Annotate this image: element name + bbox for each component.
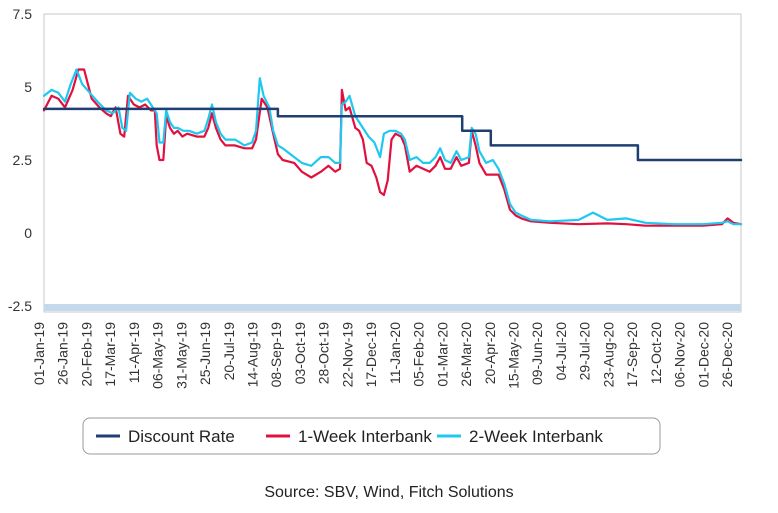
y-tick-label: 7.5 [13, 6, 33, 22]
x-tick-label: 06-Nov-20 [672, 322, 688, 388]
x-tick-label: 11-Jan-20 [387, 322, 403, 384]
x-tick-label: 15-May-20 [505, 322, 521, 389]
x-tick-label: 01-Jan-19 [31, 322, 47, 385]
x-tick-label: 04-Jul-20 [553, 322, 569, 381]
x-tick-label: 25-Jun-19 [197, 322, 213, 385]
x-tick-label: 26-Mar-20 [458, 322, 474, 387]
x-tick-label: 20-Feb-19 [78, 322, 94, 387]
x-axis: 01-Jan-19 26-Jan-19 20-Feb-19 17-Mar-19 11-A… [31, 322, 735, 389]
plot-area [43, 13, 742, 313]
x-tick-label: 06-May-19 [150, 322, 166, 389]
series-layer [42, 68, 743, 227]
legend-label: 1-Week Interbank [298, 427, 432, 446]
x-tick-label: 23-Aug-20 [600, 322, 616, 388]
x-tick-label: 11-Apr-19 [126, 322, 142, 383]
x-tick-label: 14-Aug-19 [245, 322, 261, 388]
legend-label: Discount Rate [128, 427, 235, 446]
x-tick-label: 17-Dec-19 [363, 322, 379, 388]
x-tick-label: 08-Sep-19 [268, 322, 284, 388]
x-tick-label: 01-Dec-20 [695, 322, 711, 388]
y-tick-label: 5 [24, 79, 32, 95]
x-tick-label: 17-Mar-19 [102, 322, 118, 387]
y-axis: 7.5 5 2.5 0 -2.5 [8, 6, 32, 314]
x-tick-label: 20-Jul-19 [221, 322, 237, 381]
y-tick-label: -2.5 [8, 298, 32, 314]
x-tick-label: 22-Nov-19 [339, 322, 355, 388]
y-tick-label: 2.5 [13, 152, 33, 168]
x-tick-label: 17-Sep-20 [624, 322, 640, 388]
source-note: Source: SBV, Wind, Fitch Solutions [264, 484, 514, 501]
x-tick-label: 12-Oct-20 [648, 322, 664, 384]
x-tick-label: 20-Apr-20 [482, 322, 498, 384]
plot-frame-group [43, 13, 742, 313]
y-tick-label: 0 [24, 225, 32, 241]
x-tick-label: 29-Jul-20 [577, 322, 593, 381]
legend-label: 2-Week Interbank [469, 427, 603, 446]
legend-box [82, 417, 661, 455]
series-line-1-week-interbank [42, 68, 743, 227]
x-tick-label: 03-Oct-19 [292, 322, 308, 384]
x-tick-label: 26-Dec-20 [719, 322, 735, 388]
x-tick-label: 31-May-19 [173, 322, 189, 389]
series-line-discount-rate [42, 107, 743, 162]
x-tick-label: 26-Jan-19 [55, 322, 71, 385]
x-tick-label: 28-Oct-19 [316, 322, 332, 384]
x-tick-label: 01-Mar-20 [434, 322, 450, 387]
x-tick-label: 05-Feb-20 [411, 322, 427, 387]
legend: Discount Rate 1-Week Interbank 2-Week Inte… [82, 417, 661, 455]
series-line-2-week-interbank [42, 68, 743, 226]
x-tick-label: 09-Jun-20 [529, 322, 545, 385]
x-axis-band [44, 304, 741, 311]
